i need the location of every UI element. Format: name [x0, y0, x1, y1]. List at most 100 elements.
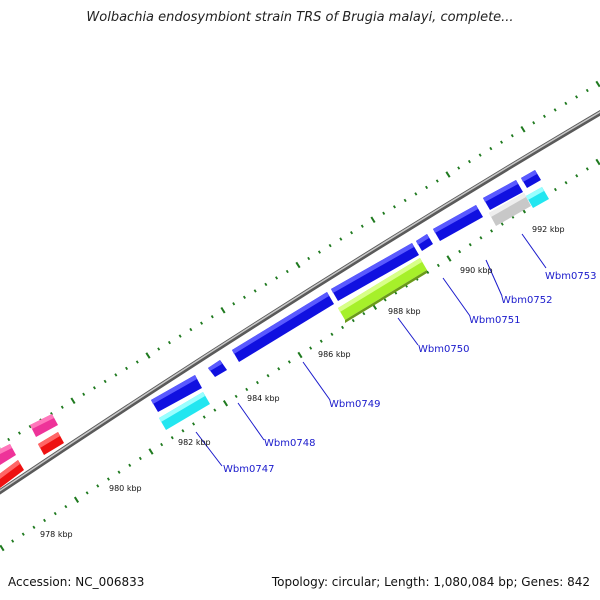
label-leaders	[195, 233, 547, 467]
minor-tick	[500, 140, 504, 144]
gene-grey-wbm0752[interactable]	[489, 193, 531, 226]
gene-cyan-wbm0753[interactable]	[526, 187, 549, 208]
minor-tick	[317, 250, 321, 254]
genome-stats-text: Topology: circular; Length: 1,080,084 bp…	[271, 575, 590, 589]
kbp-label: 986 kbp	[318, 350, 351, 359]
gene-pink-left[interactable]	[0, 444, 16, 465]
gene-label-wbm0747[interactable]: Wbm0747	[223, 464, 274, 475]
gene-label-wbm0753[interactable]: Wbm0753	[545, 271, 596, 282]
minor-tick	[425, 185, 429, 190]
minor-tick	[85, 491, 89, 495]
minor-tick	[178, 334, 182, 338]
gene-blue-wbm0751a[interactable]	[416, 234, 433, 251]
major-tick	[145, 352, 151, 359]
genome-backbone-highlight	[0, 111, 600, 492]
kbp-label: 982 kbp	[178, 438, 211, 447]
gene-label-wbm0752[interactable]: Wbm0752	[501, 295, 552, 306]
minor-tick	[17, 431, 21, 435]
minor-tick	[426, 270, 430, 274]
gene-red-left[interactable]	[0, 460, 24, 488]
major-tick	[220, 306, 226, 314]
minor-tick	[232, 302, 236, 306]
gene-green-wbm0750[interactable]	[338, 258, 427, 323]
gene-pink-2[interactable]	[30, 414, 58, 437]
minor-tick	[564, 181, 568, 185]
major-tick	[73, 496, 80, 503]
minor-tick	[328, 243, 332, 248]
gene-track-upper	[0, 170, 549, 488]
gene-label-wbm0750[interactable]: Wbm0750	[418, 344, 469, 355]
accession-text: Accession: NC_006833	[8, 575, 145, 589]
minor-tick	[170, 436, 174, 440]
gene-blue-wbm0753[interactable]	[521, 170, 541, 188]
gene-blue-wbm0747[interactable]	[151, 375, 202, 412]
minor-tick	[242, 295, 246, 299]
minor-tick	[277, 367, 281, 371]
genome-backbone	[0, 110, 600, 495]
minor-tick	[553, 108, 557, 112]
minor-tick	[350, 231, 354, 235]
gene-blue-wbm0749[interactable]	[232, 292, 334, 362]
minor-tick	[255, 380, 259, 385]
minor-tick	[21, 532, 25, 536]
minor-tick	[553, 187, 557, 192]
minor-tick	[479, 236, 483, 240]
leader-wbm0750	[397, 317, 419, 346]
minor-tick	[362, 312, 366, 316]
major-tick	[595, 158, 600, 166]
minor-tick	[351, 318, 355, 323]
minor-tick	[510, 134, 514, 138]
major-tick	[297, 351, 303, 359]
minor-tick	[114, 373, 118, 377]
minor-tick	[436, 263, 440, 268]
minor-tick	[435, 179, 439, 183]
minor-tick	[106, 477, 110, 481]
minor-tick	[489, 146, 493, 151]
inner-tick-track	[0, 158, 600, 552]
gene-label-wbm0751[interactable]: Wbm0751	[469, 315, 520, 326]
minor-tick	[11, 539, 15, 543]
kbp-labels: 978 kbp 980 kbp 982 kbp 984 kbp 986 kbp …	[40, 225, 565, 539]
minor-tick	[28, 424, 32, 429]
minor-tick	[192, 422, 196, 426]
minor-tick	[43, 518, 47, 523]
minor-tick	[564, 101, 568, 106]
minor-tick	[60, 405, 64, 409]
minor-tick	[167, 340, 171, 345]
leader-wbm0753	[521, 233, 547, 269]
minor-tick	[135, 360, 139, 364]
gene-blue-wbm0751b[interactable]	[433, 205, 483, 241]
kbp-label: 978 kbp	[40, 530, 73, 539]
gene-blue-small[interactable]	[208, 360, 227, 377]
minor-tick	[339, 237, 343, 241]
minor-tick	[330, 332, 334, 336]
gene-label-wbm0749[interactable]: Wbm0749	[329, 399, 380, 410]
gene-cyan-wbm0748[interactable]	[159, 392, 210, 430]
minor-tick	[117, 470, 121, 474]
minor-tick	[234, 394, 238, 398]
leader-wbm0752	[485, 259, 503, 297]
gene-label-wbm0748[interactable]: Wbm0748	[264, 438, 315, 449]
minor-tick	[307, 256, 311, 261]
major-tick	[148, 448, 154, 455]
minor-tick	[285, 269, 289, 274]
minor-tick	[383, 298, 387, 302]
minor-tick	[458, 249, 462, 254]
major-tick	[370, 216, 376, 224]
minor-tick	[138, 456, 142, 461]
minor-tick	[575, 95, 579, 99]
kbp-label: 988 kbp	[388, 307, 421, 316]
gene-blue-wbm0750[interactable]	[331, 243, 419, 301]
minor-tick	[287, 360, 291, 364]
kbp-label: 992 kbp	[532, 225, 565, 234]
minor-tick	[128, 463, 132, 467]
minor-tick	[253, 289, 257, 293]
gene-red-2[interactable]	[38, 432, 64, 455]
gene-blue-wbm0752[interactable]	[483, 180, 523, 210]
minor-tick	[382, 211, 386, 215]
major-tick	[295, 261, 301, 269]
minor-tick	[264, 282, 268, 287]
minor-tick	[585, 88, 589, 93]
